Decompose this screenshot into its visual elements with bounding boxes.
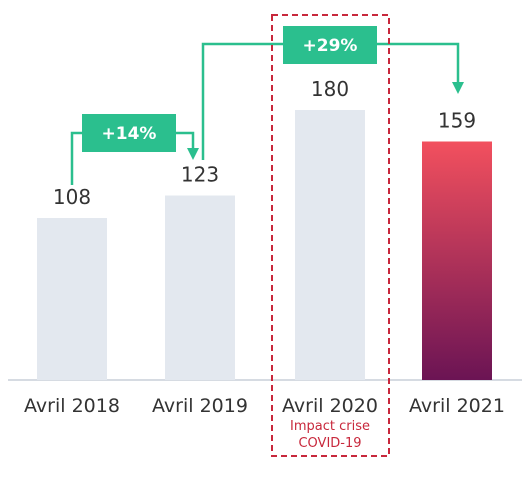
value-labels-group: 108 123 180 159 [53,77,476,209]
value-label-avril-2020: 180 [311,77,349,101]
bar-avril-2019 [165,195,235,380]
value-label-avril-2021: 159 [438,109,476,133]
category-label-avril-2019: Avril 2019 [152,395,248,417]
bar-avril-2021 [422,141,492,380]
category-label-avril-2020: Avril 2020 [282,395,378,417]
category-label-avril-2021: Avril 2021 [409,395,505,417]
bars-group [37,110,492,380]
growth-badge-2019-2021 [283,26,377,64]
growth-annotation-2019-2021: +29% [201,26,464,160]
value-label-avril-2018: 108 [53,185,91,209]
category-label-avril-2018: Avril 2018 [24,395,120,417]
covid-highlight: Impact crise COVID-19 [271,14,390,457]
growth-annotation-2018-2019: +14% [70,114,199,185]
category-labels-group: Avril 2018 Avril 2019 Avril 2020 Avril 2021 [24,395,505,417]
bar-avril-2018 [37,218,107,380]
growth-badge-2018-2019 [82,114,176,152]
bar-avril-2020 [295,110,365,380]
covid-note-line-2: COVID-19 [298,436,361,451]
growth-label-2019-2021: +29% [303,36,358,56]
growth-label-2018-2019: +14% [102,124,157,144]
value-label-avril-2019: 123 [181,163,219,187]
covid-note-line-1: Impact crise [290,419,370,434]
covid-highlight-box [271,14,390,457]
